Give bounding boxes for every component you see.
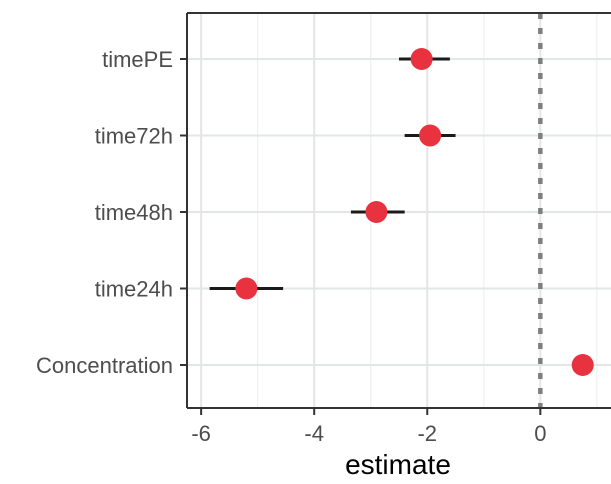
y-tick-label: time48h [95,200,173,225]
point-time72h [419,124,442,147]
x-axis-title: estimate [345,449,451,480]
data-layer [209,48,594,376]
y-tick-label: Concentration [36,353,173,378]
point-time24h [235,277,258,300]
x-tick-label: -6 [191,421,211,446]
x-tick-label: -4 [304,421,324,446]
x-tick-label: -2 [417,421,437,446]
y-tick-label: time24h [95,277,173,302]
point-timePE [410,48,433,70]
y-tick-label: time72h [95,124,173,149]
axis-layer: -6 -4 -2 0 timePE time72h time48h time24h Concen… [36,12,611,446]
point-time48h [365,201,388,223]
point-Concentration [571,354,594,376]
y-tick-label: timePE [102,47,173,72]
x-tick-label: 0 [534,421,546,446]
